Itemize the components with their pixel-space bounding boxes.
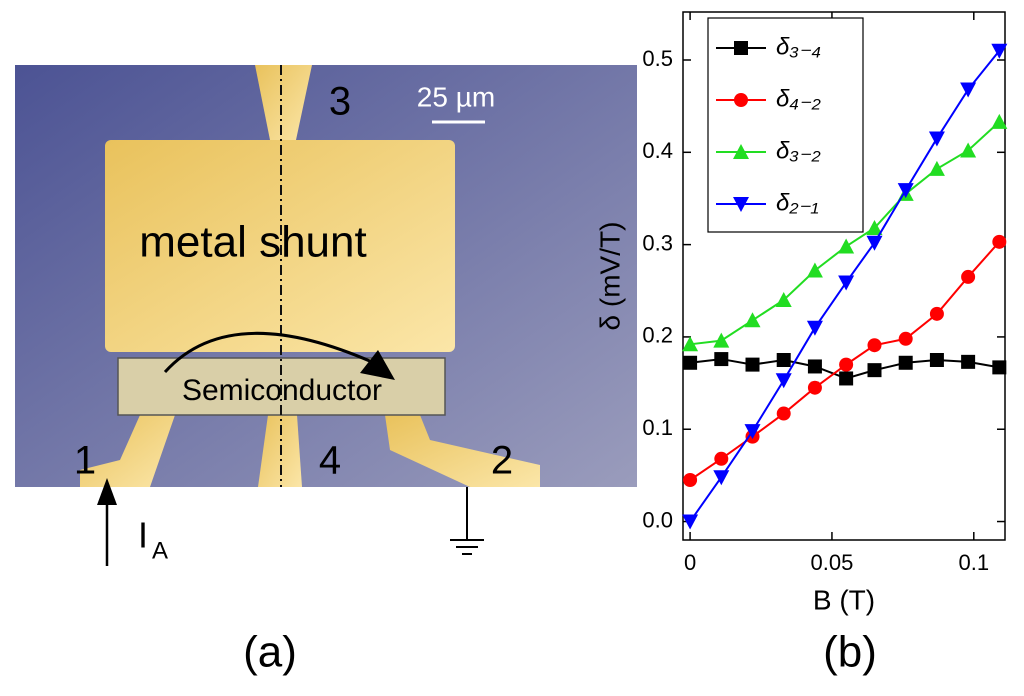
marker — [866, 235, 883, 251]
marker — [960, 82, 977, 98]
marker — [992, 234, 1007, 249]
x-tick-label: 0.05 — [811, 550, 854, 575]
marker — [960, 142, 977, 158]
marker — [867, 338, 882, 353]
marker — [866, 220, 883, 235]
marker — [733, 197, 749, 212]
semiconductor-label: Semiconductor — [182, 374, 382, 407]
marker — [775, 373, 792, 389]
marker — [991, 113, 1008, 129]
chart: 0.0 0.1 0.2 0.3 0.4 0.5 0 0.05 0.1 B (T) δ (mV/T) (… — [594, 11, 1008, 677]
marker — [839, 357, 854, 372]
marker — [807, 380, 822, 395]
y-tick-label: 0.5 — [642, 46, 673, 71]
marker — [898, 331, 913, 346]
y-tick-label: 0.4 — [642, 138, 673, 163]
y-axis-label: δ (mV/T) — [594, 222, 625, 331]
marker — [682, 336, 699, 352]
marker — [714, 352, 729, 367]
pad-label: 1 — [74, 439, 96, 483]
marker — [806, 320, 823, 336]
marker — [682, 514, 699, 530]
pad-label: 3 — [329, 80, 351, 124]
marker — [929, 306, 944, 321]
marker — [776, 353, 791, 367]
marker — [807, 359, 822, 374]
panel-label: (b) — [823, 628, 877, 677]
lead-2 — [385, 415, 540, 487]
legend-label: δ₃₋₄ — [776, 33, 821, 60]
marker — [683, 473, 698, 487]
marker — [992, 360, 1007, 375]
arrow-head — [360, 350, 395, 380]
marker — [745, 357, 760, 372]
marker — [806, 262, 823, 278]
ground — [450, 487, 484, 555]
marker — [838, 238, 855, 254]
arrow-head — [97, 478, 117, 505]
legend-label: δ₃₋₂ — [776, 137, 821, 164]
marker — [733, 144, 749, 159]
micrograph: 3 25 µm metal shunt Semiconductor 1 4 2 — [15, 65, 637, 487]
marker — [683, 355, 698, 370]
x-axis-label: B (T) — [813, 584, 875, 615]
marker — [744, 312, 761, 328]
plot-frame — [682, 11, 1006, 541]
pad-label: 2 — [491, 439, 513, 483]
marker — [839, 371, 854, 386]
marker — [961, 354, 976, 369]
marker — [714, 451, 729, 466]
current-subscript: A — [152, 537, 168, 564]
marker — [744, 424, 761, 440]
y-tick-label: 0.1 — [642, 415, 673, 440]
marker — [928, 131, 945, 147]
marker — [775, 292, 792, 307]
marker — [961, 269, 976, 284]
marker — [776, 406, 791, 421]
x-tick-label: 0 — [684, 550, 696, 575]
y-tick-label: 0.0 — [642, 507, 673, 532]
pad-label: 4 — [319, 439, 341, 483]
marker — [713, 470, 730, 486]
marker — [838, 275, 855, 291]
lead-3 — [255, 65, 312, 140]
scale-label: 25 µm — [417, 81, 495, 112]
shunt-label: metal shunt — [139, 218, 366, 267]
legend-label: δ₂₋₁ — [776, 189, 819, 216]
panel-label: (a) — [243, 628, 297, 677]
marker — [734, 93, 748, 107]
marker — [898, 355, 913, 370]
current-label: I — [138, 515, 148, 556]
marker — [867, 363, 882, 378]
marker — [713, 332, 730, 348]
current-path — [163, 331, 373, 374]
marker — [734, 41, 748, 55]
legend-label: δ₄₋₂ — [776, 85, 821, 112]
legend-box — [707, 17, 864, 233]
marker — [929, 353, 944, 367]
y-tick-label: 0.3 — [642, 230, 673, 255]
marker — [928, 160, 945, 176]
marker — [991, 43, 1008, 59]
marker — [897, 183, 914, 199]
lead-1 — [80, 415, 175, 487]
y-tick-label: 0.2 — [642, 323, 673, 348]
x-tick-label: 0.1 — [958, 550, 989, 575]
